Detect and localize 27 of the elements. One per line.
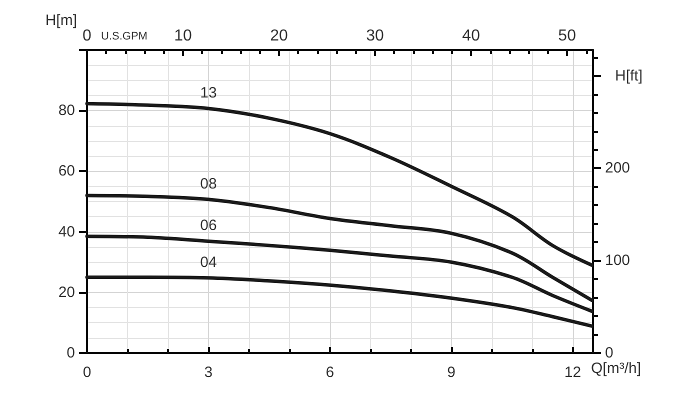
x-tick-label: 6 <box>326 364 334 381</box>
x2-tick-label: 20 <box>270 28 288 44</box>
x-tick-label: 3 <box>204 364 213 381</box>
x-tick-label: 9 <box>447 364 456 381</box>
y-tick-label: 80 <box>58 102 75 120</box>
series-label: 04 <box>200 254 217 271</box>
y2-tick-label: 0 <box>605 344 614 362</box>
x2-tick-label: 50 <box>558 28 576 44</box>
x2-tick-label: 40 <box>462 28 480 44</box>
x-tick-label: 12 <box>564 364 582 381</box>
x2-axis-title: U.S.GPM <box>101 30 148 42</box>
y-axis-title: H[m] <box>45 12 77 30</box>
series-label: 06 <box>200 217 217 234</box>
y-tick-label: 0 <box>66 344 75 362</box>
x-axis-title: Q[m³/h] <box>591 360 642 377</box>
series-label: 08 <box>200 175 217 192</box>
y2-tick-label: 200 <box>605 160 630 177</box>
series-label: 13 <box>200 84 217 102</box>
y-tick-label: 20 <box>58 284 75 301</box>
y-tick-label: 40 <box>58 223 75 240</box>
x2-tick-label: 0 <box>82 28 92 44</box>
x2-tick-label: 10 <box>174 28 192 44</box>
x-tick-label: 0 <box>82 364 92 381</box>
x2-tick-label: 30 <box>366 28 384 44</box>
y2-tick-label: 100 <box>605 252 630 270</box>
y-tick-label: 60 <box>58 162 75 180</box>
y2-axis-title: H[ft] <box>615 67 643 84</box>
